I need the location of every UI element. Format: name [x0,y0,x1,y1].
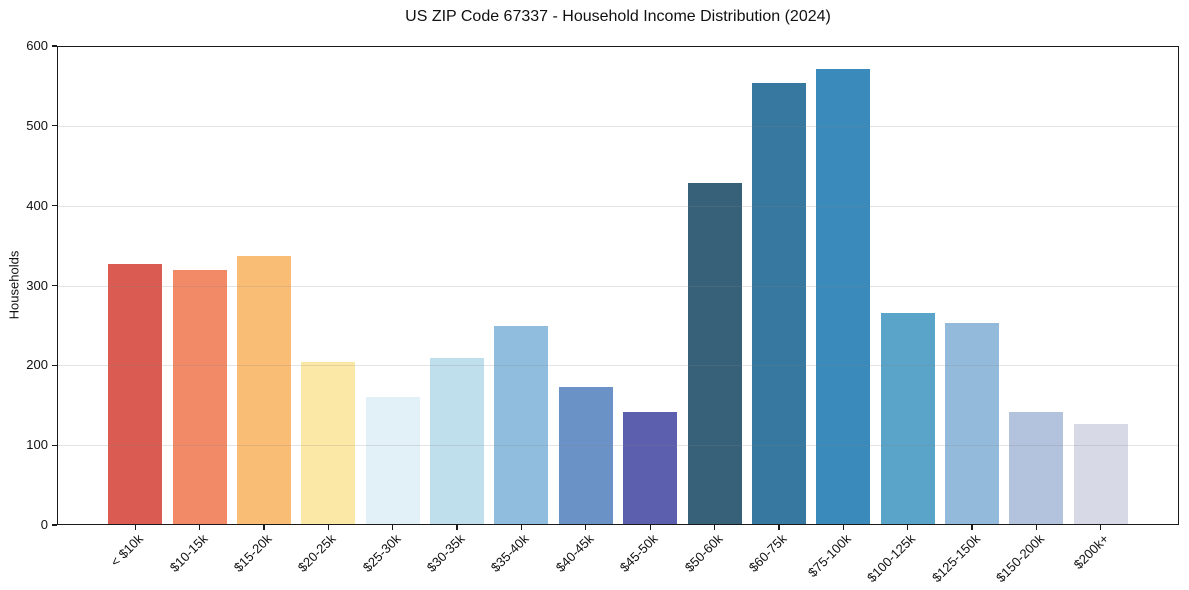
bar-slot: $20-25k [295,47,360,575]
bar-slot: $200k+ [1069,47,1133,572]
bar-60-75k [751,82,806,524]
y-tick-mark [52,45,57,47]
bar-75-100k [816,69,871,524]
x-tick-mark [327,525,329,530]
x-tick-mark [971,525,973,530]
x-tick-label: $10-15k [166,531,211,575]
bar-slot: < $10k [103,47,167,569]
x-tick-label: $60-75k [745,531,790,575]
x-tick-label: $25-30k [359,531,404,575]
x-tick-mark [456,525,458,530]
bar-slot: $150-200k [993,47,1068,585]
y-tick-mark [52,364,57,366]
bar-slot: $45-50k [617,47,682,575]
bar-20-25k [301,361,356,524]
x-tick-label: $15-20k [230,531,275,575]
bar-slot: $30-35k [424,47,489,575]
bar-slot: $75-100k [805,47,875,580]
bars-container: < $10k $10-15k $15-20k $20-25k $25-30k $30-35… [58,47,1178,585]
y-tick-mark [52,284,57,287]
bar-125-150k [945,322,1000,524]
x-tick-label: $40-45k [552,531,597,575]
bar-25-30k [365,396,420,524]
x-tick-label: $45-50k [616,531,661,575]
bar-15-20k [236,256,291,524]
y-tick-label: 200 [26,357,48,373]
x-tick-mark [649,525,651,530]
y-tick-label: 400 [26,197,48,213]
y-tick-label: 500 [26,117,48,133]
y-tick-label: 300 [26,277,48,293]
bar-10k [108,264,163,524]
bar-slot: $40-45k [553,47,618,575]
x-tick-label: $200k+ [1070,531,1112,573]
bar-10-15k [172,270,227,524]
x-tick-label: < $10k [107,531,146,570]
x-tick-mark [907,525,909,530]
x-tick-mark [392,525,394,530]
x-tick-label: $20-25k [295,531,339,575]
x-tick-label: $150-200k [992,531,1048,586]
x-tick-mark [1100,525,1102,530]
x-tick-label: $50-60k [681,531,726,575]
bar-slot: $35-40k [488,47,553,575]
bar-slot: $125-150k [929,47,1004,585]
chart-title: US ZIP Code 67337 - Household Income Dis… [405,8,831,25]
y-tick-mark [52,524,57,526]
y-tick-label: 600 [26,38,48,53]
x-tick-label: $75-100k [804,531,854,580]
x-tick-label: $30-35k [423,531,468,575]
bar-150-200k [1009,411,1064,524]
x-tick-mark [778,525,780,530]
x-tick-mark [585,525,587,530]
x-tick-mark [263,525,265,530]
bar-slot: $60-75k [746,47,811,575]
x-tick-mark [713,525,716,530]
x-tick-label: $125-150k [928,531,983,586]
bar-35-40k [494,326,549,524]
bar-50-60k [687,182,742,524]
x-tick-mark [842,525,844,530]
bar-200k [1073,423,1128,524]
bar-slot: $15-20k [231,47,296,575]
bar-100-125k [880,313,935,524]
bar-slot: $10-15k [166,47,231,575]
x-tick-label: $100-125k [864,531,919,586]
y-tick-mark [52,125,57,127]
y-tick-label: 100 [26,437,48,453]
x-tick-mark [520,525,523,530]
bar-30-35k [430,357,485,524]
bar-slot: $50-60k [681,47,746,575]
bar-slot: $100-125k [864,47,940,585]
y-tick-mark [52,205,57,207]
bar-40-45k [558,387,613,524]
bar-slot: $25-30k [359,47,425,575]
x-tick-mark [1035,525,1038,530]
x-tick-mark [198,525,201,530]
bar-45-50k [623,411,678,524]
y-tick-label: 0 [40,517,48,532]
plot-area: < $10k $10-15k $15-20k $20-25k $25-30k $30-35… [57,46,1179,585]
x-tick-label: $35-40k [488,531,533,575]
y-tick-mark [52,444,57,446]
x-tick-mark [134,525,136,530]
